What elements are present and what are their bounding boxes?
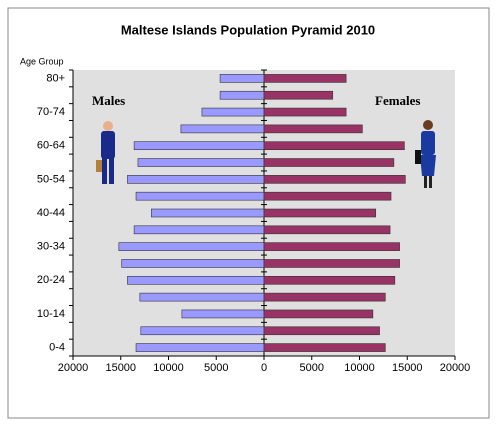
bar	[263, 343, 386, 352]
annotation: Males	[92, 93, 125, 108]
bar	[263, 90, 334, 100]
x-tick-label: 20000	[440, 362, 471, 374]
y-axis-title: Age Group	[20, 56, 64, 66]
bar	[139, 292, 265, 302]
bar	[263, 292, 386, 302]
bar	[127, 275, 265, 285]
bar	[118, 242, 265, 251]
x-tick-label: 5000	[204, 362, 228, 374]
bar	[135, 343, 265, 352]
bar	[151, 208, 265, 218]
y-tick-label: 60-64	[37, 140, 65, 152]
bar	[263, 309, 374, 319]
bar	[263, 191, 392, 201]
female-figure	[415, 120, 436, 188]
y-tick-label: 70-74	[37, 106, 65, 118]
bar	[263, 124, 363, 134]
bar	[263, 225, 391, 235]
x-tick-label: 20000	[58, 362, 89, 374]
x-tick-label: 10000	[344, 362, 375, 374]
bar	[181, 309, 265, 319]
bar	[263, 158, 395, 167]
y-tick-label: 40-44	[37, 207, 65, 219]
bar	[263, 259, 400, 268]
x-tick-label: 0	[261, 362, 267, 374]
y-tick-label: 10-14	[37, 308, 65, 320]
y-tick-label: 80+	[46, 72, 65, 84]
bar	[133, 225, 265, 235]
bar	[180, 124, 265, 134]
x-tick-label: 15000	[105, 362, 136, 374]
bar	[219, 90, 265, 100]
chart-title: Maltese Islands Population Pyramid 2010	[121, 22, 375, 37]
bar	[263, 141, 405, 151]
bar	[263, 208, 377, 218]
bar	[121, 259, 265, 268]
y-tick-label: 20-24	[37, 274, 65, 286]
bar	[201, 107, 265, 117]
bar	[263, 74, 347, 83]
male-figure	[96, 121, 115, 184]
bar	[263, 326, 380, 336]
bar	[140, 326, 265, 336]
annotation: Females	[375, 93, 420, 108]
x-tick-label: 5000	[300, 362, 324, 374]
bar	[135, 191, 265, 201]
bar	[263, 275, 396, 285]
bar	[263, 107, 347, 117]
y-tick-label: 0-4	[49, 341, 65, 353]
bar	[127, 175, 265, 184]
x-tick-label: 15000	[392, 362, 423, 374]
bar	[137, 158, 265, 167]
x-tick-label: 10000	[153, 362, 184, 374]
bar	[219, 74, 265, 83]
y-tick-label: 30-34	[37, 241, 65, 253]
bar	[133, 141, 265, 151]
y-tick-label: 50-54	[37, 173, 65, 185]
bar	[263, 242, 400, 251]
bar	[263, 175, 406, 184]
